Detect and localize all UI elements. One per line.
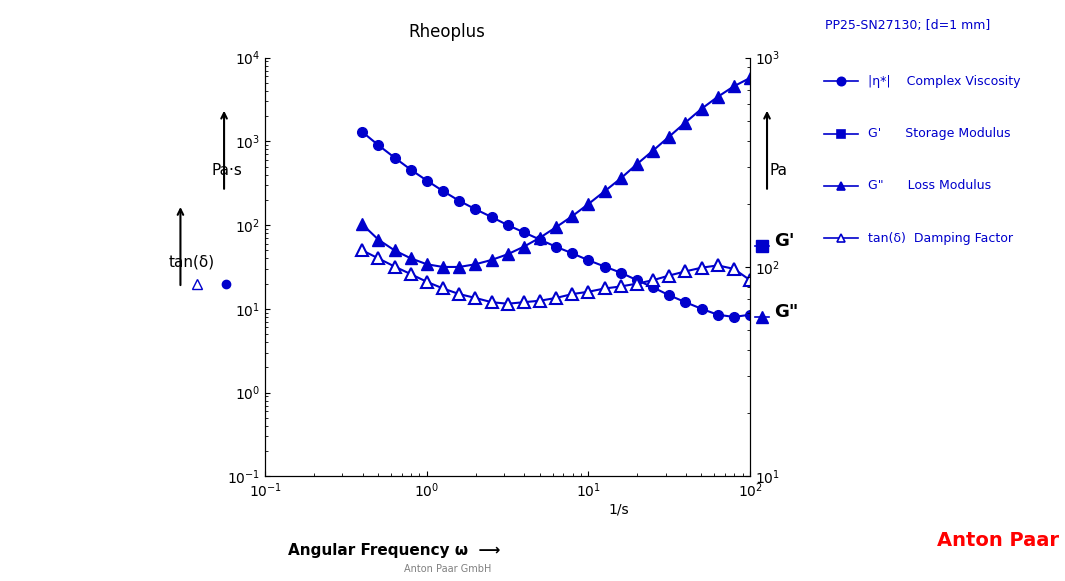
Text: G": G" — [774, 303, 799, 321]
G"  Loss Modulus — [502, 251, 514, 258]
|η*|  Complex Viscosity — [437, 188, 449, 195]
tan(δ)  Damping Factor — [599, 285, 611, 292]
|η*|  Complex Viscosity — [486, 213, 498, 220]
tan(δ)  Damping Factor — [372, 255, 384, 262]
G"  Loss Modulus — [486, 256, 498, 263]
tan(δ)  Damping Factor — [695, 264, 708, 271]
G"  Loss Modulus — [518, 243, 530, 250]
|η*|  Complex Viscosity — [615, 269, 627, 276]
|η*|  Complex Viscosity — [711, 311, 724, 318]
tan(δ)  Damping Factor — [583, 288, 595, 295]
Text: Anton Paar: Anton Paar — [937, 531, 1060, 550]
tan(δ)  Damping Factor — [469, 295, 481, 302]
tan(δ)  Damping Factor — [518, 299, 530, 306]
|η*|  Complex Viscosity — [550, 243, 562, 250]
G"  Loss Modulus — [550, 224, 562, 231]
|η*|  Complex Viscosity — [534, 236, 546, 243]
G"  Loss Modulus — [566, 213, 578, 220]
tan(δ)  Damping Factor — [388, 263, 400, 270]
tan(δ)  Damping Factor — [566, 290, 578, 297]
tan(δ)  Damping Factor — [550, 295, 562, 302]
G"  Loss Modulus — [646, 147, 659, 154]
G"  Loss Modulus — [695, 105, 708, 112]
G"  Loss Modulus — [469, 261, 481, 268]
G"  Loss Modulus — [599, 188, 611, 195]
G"  Loss Modulus — [356, 221, 368, 228]
|η*|  Complex Viscosity — [695, 306, 708, 313]
G"  Loss Modulus — [534, 234, 546, 241]
tan(δ)  Damping Factor — [534, 297, 546, 304]
Line: G"  Loss Modulus: G" Loss Modulus — [357, 73, 755, 272]
|η*|  Complex Viscosity — [743, 311, 756, 318]
|η*|  Complex Viscosity — [405, 166, 417, 173]
G"  Loss Modulus — [421, 261, 433, 268]
|η*|  Complex Viscosity — [518, 229, 530, 236]
G"  Loss Modulus — [630, 160, 643, 167]
|η*|  Complex Viscosity — [727, 313, 740, 320]
|η*|  Complex Viscosity — [646, 284, 659, 291]
G"  Loss Modulus — [453, 263, 465, 270]
G"  Loss Modulus — [405, 255, 417, 262]
Text: Anton Paar GmbH: Anton Paar GmbH — [404, 564, 491, 574]
G"  Loss Modulus — [583, 200, 595, 207]
Text: G"      Loss Modulus: G" Loss Modulus — [868, 180, 992, 192]
tan(δ)  Damping Factor — [662, 272, 675, 279]
|η*|  Complex Viscosity — [453, 198, 465, 205]
G"  Loss Modulus — [662, 133, 675, 140]
G"  Loss Modulus — [711, 94, 724, 101]
|η*|  Complex Viscosity — [566, 250, 578, 257]
Text: G': G' — [774, 232, 794, 250]
tan(δ)  Damping Factor — [421, 278, 433, 285]
|η*|  Complex Viscosity — [662, 292, 675, 299]
tan(δ)  Damping Factor — [630, 280, 643, 287]
tan(δ)  Damping Factor — [453, 290, 465, 297]
G"  Loss Modulus — [437, 263, 449, 270]
|η*|  Complex Viscosity — [372, 142, 384, 149]
|η*|  Complex Viscosity — [388, 154, 400, 161]
tan(δ)  Damping Factor — [646, 277, 659, 284]
tan(δ)  Damping Factor — [743, 277, 756, 284]
G"  Loss Modulus — [372, 236, 384, 243]
|η*|  Complex Viscosity — [630, 277, 643, 284]
|η*|  Complex Viscosity — [583, 257, 595, 264]
Text: tan(δ): tan(δ) — [168, 255, 214, 270]
tan(δ)  Damping Factor — [405, 271, 417, 278]
Text: tan(δ)  Damping Factor: tan(δ) Damping Factor — [868, 232, 1013, 245]
Text: 1/s: 1/s — [609, 503, 629, 517]
tan(δ)  Damping Factor — [502, 300, 514, 307]
|η*|  Complex Viscosity — [421, 177, 433, 184]
Text: G'      Storage Modulus: G' Storage Modulus — [868, 127, 1011, 140]
G"  Loss Modulus — [679, 119, 692, 126]
tan(δ)  Damping Factor — [437, 285, 449, 292]
G"  Loss Modulus — [727, 83, 740, 89]
|η*|  Complex Viscosity — [679, 299, 692, 306]
|η*|  Complex Viscosity — [599, 263, 611, 270]
|η*|  Complex Viscosity — [356, 128, 368, 135]
G"  Loss Modulus — [615, 175, 627, 182]
Line: tan(δ)  Damping Factor: tan(δ) Damping Factor — [357, 245, 755, 309]
|η*|  Complex Viscosity — [469, 206, 481, 213]
G"  Loss Modulus — [388, 247, 400, 254]
tan(δ)  Damping Factor — [711, 262, 724, 269]
tan(δ)  Damping Factor — [356, 247, 368, 254]
tan(δ)  Damping Factor — [679, 268, 692, 275]
Text: PP25-SN27130; [d=1 mm]: PP25-SN27130; [d=1 mm] — [825, 19, 990, 32]
tan(δ)  Damping Factor — [727, 266, 740, 272]
Text: Pa·s: Pa·s — [212, 163, 243, 178]
tan(δ)  Damping Factor — [615, 283, 627, 290]
|η*|  Complex Viscosity — [502, 221, 514, 228]
Text: Rheoplus: Rheoplus — [409, 23, 486, 41]
Text: Pa: Pa — [769, 163, 787, 178]
Text: |η*|    Complex Viscosity: |η*| Complex Viscosity — [868, 75, 1020, 88]
G"  Loss Modulus — [743, 74, 756, 81]
tan(δ)  Damping Factor — [486, 299, 498, 306]
Text: Angular Frequency ω  ⟶: Angular Frequency ω ⟶ — [288, 543, 501, 558]
Line: |η*|  Complex Viscosity: |η*| Complex Viscosity — [358, 127, 755, 322]
